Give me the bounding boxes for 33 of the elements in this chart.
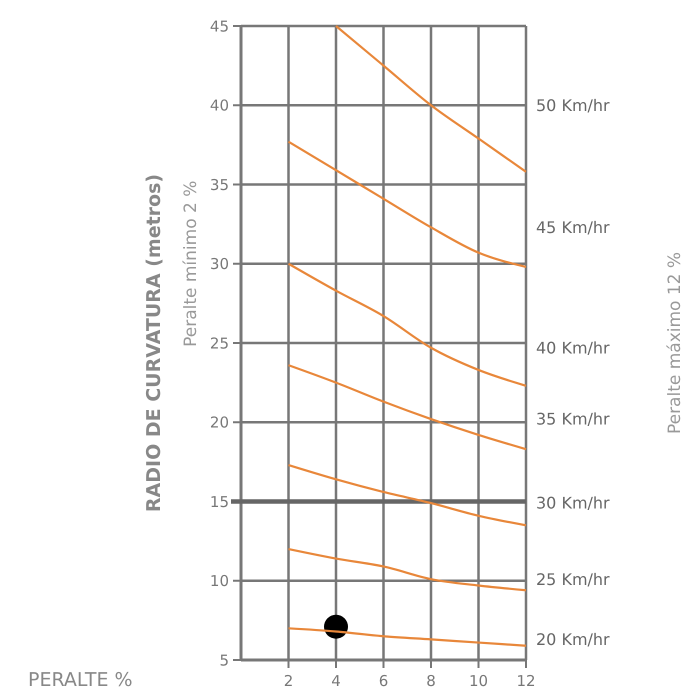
y-tick-label: 25 [210, 334, 229, 352]
y-tick-label: 30 [210, 255, 229, 273]
line-series [287, 548, 528, 592]
x-tick-label: 2 [284, 672, 294, 690]
series-label: 30 Km/hr [536, 494, 610, 513]
series-label: 40 Km/hr [536, 338, 610, 358]
y-tick-label: 15 [210, 492, 229, 511]
line-series [287, 140, 528, 268]
series-label: 25 Km/hr [536, 570, 610, 589]
y-tick-label: 5 [219, 651, 229, 670]
line-series [287, 464, 528, 526]
series-label: 45 Km/hr [536, 218, 610, 237]
y-tick-label: 20 [210, 414, 229, 432]
line-series [287, 627, 528, 647]
x-tick-label: 6 [378, 672, 388, 690]
line-series [287, 364, 528, 450]
x-tick-label: 12 [516, 672, 536, 690]
line-series [287, 262, 528, 387]
y-tick-label: 40 [210, 96, 229, 114]
y-axis-title: RADIO DE CURVATURA (metros) [143, 174, 165, 512]
text: 50 Km/hr [536, 96, 610, 115]
text: Peralte mínimo 2 % [181, 180, 201, 347]
series-label: 35 Km/hr [536, 410, 610, 429]
x-tick-label: 4 [331, 672, 341, 690]
text: Peralte máximo 12 % [665, 252, 685, 434]
series-label: 20 Km/hr [536, 630, 610, 649]
x-tick-label: 8 [426, 672, 436, 690]
x-axis-title: PERALTE % [28, 669, 133, 691]
y-tick-label: 45 [210, 17, 229, 36]
line-series [334, 24, 528, 173]
y-tick-label: 35 [210, 176, 229, 194]
y-tick-label: 10 [210, 572, 229, 590]
x-tick-label: 10 [468, 672, 488, 690]
